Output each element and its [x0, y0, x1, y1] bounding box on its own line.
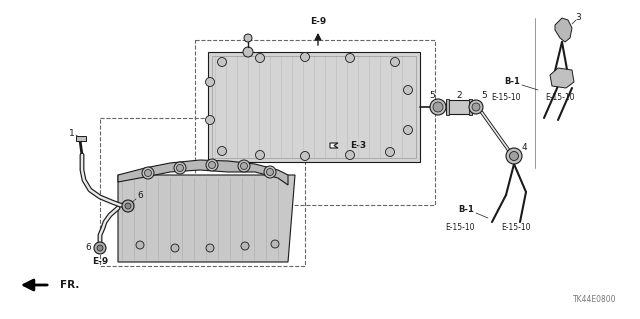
Polygon shape [555, 18, 572, 42]
Circle shape [403, 85, 413, 94]
Circle shape [472, 103, 480, 111]
Text: 2: 2 [456, 91, 462, 100]
Circle shape [205, 78, 214, 86]
Text: B-1: B-1 [504, 78, 520, 86]
Circle shape [125, 203, 131, 209]
Circle shape [205, 115, 214, 124]
Bar [446, 100, 472, 114]
Text: E-3: E-3 [350, 140, 366, 150]
Circle shape [469, 100, 483, 114]
Bar [212, 56, 416, 158]
Circle shape [255, 54, 264, 63]
Text: 5: 5 [481, 92, 487, 100]
Circle shape [266, 168, 273, 175]
Circle shape [206, 159, 218, 171]
Circle shape [385, 147, 394, 157]
Text: E-15-10: E-15-10 [492, 93, 521, 102]
Circle shape [142, 167, 154, 179]
Circle shape [403, 125, 413, 135]
Circle shape [264, 166, 276, 178]
Polygon shape [118, 175, 295, 262]
Circle shape [346, 151, 355, 160]
Circle shape [209, 161, 216, 168]
Circle shape [94, 242, 106, 254]
Polygon shape [118, 160, 288, 185]
Circle shape [243, 47, 253, 57]
Circle shape [301, 53, 310, 62]
Circle shape [97, 245, 103, 251]
Circle shape [177, 165, 184, 172]
Text: B-1: B-1 [458, 205, 474, 214]
Polygon shape [550, 68, 574, 88]
Text: E-15-10: E-15-10 [501, 224, 531, 233]
Circle shape [241, 242, 249, 250]
Circle shape [430, 99, 446, 115]
Text: 1: 1 [69, 129, 75, 137]
Text: 3: 3 [575, 13, 581, 23]
Circle shape [238, 160, 250, 172]
Text: E-9: E-9 [310, 18, 326, 26]
Polygon shape [330, 143, 338, 148]
Text: E-9: E-9 [92, 257, 108, 266]
Circle shape [122, 200, 134, 212]
Circle shape [145, 169, 152, 176]
Circle shape [218, 57, 227, 66]
Bar [195, 40, 435, 205]
Text: E-15-10: E-15-10 [445, 224, 475, 233]
Circle shape [206, 244, 214, 252]
Text: E-15-10: E-15-10 [545, 93, 575, 102]
Circle shape [171, 244, 179, 252]
Text: 4: 4 [521, 144, 527, 152]
Circle shape [301, 152, 310, 160]
Polygon shape [208, 52, 420, 162]
Circle shape [218, 146, 227, 155]
Circle shape [174, 162, 186, 174]
Text: FR.: FR. [60, 280, 79, 290]
Bar [100, 118, 305, 266]
Circle shape [346, 54, 355, 63]
Text: 6: 6 [85, 243, 91, 253]
Circle shape [433, 102, 443, 112]
Text: 5: 5 [429, 92, 435, 100]
Circle shape [136, 241, 144, 249]
Circle shape [241, 162, 248, 169]
Polygon shape [469, 99, 472, 115]
Circle shape [509, 152, 518, 160]
Circle shape [244, 34, 252, 42]
Circle shape [506, 148, 522, 164]
Polygon shape [76, 136, 86, 141]
Polygon shape [446, 99, 449, 115]
Text: TK44E0800: TK44E0800 [573, 295, 617, 305]
Circle shape [390, 57, 399, 66]
Circle shape [271, 240, 279, 248]
Circle shape [255, 151, 264, 160]
Text: 6: 6 [137, 191, 143, 201]
